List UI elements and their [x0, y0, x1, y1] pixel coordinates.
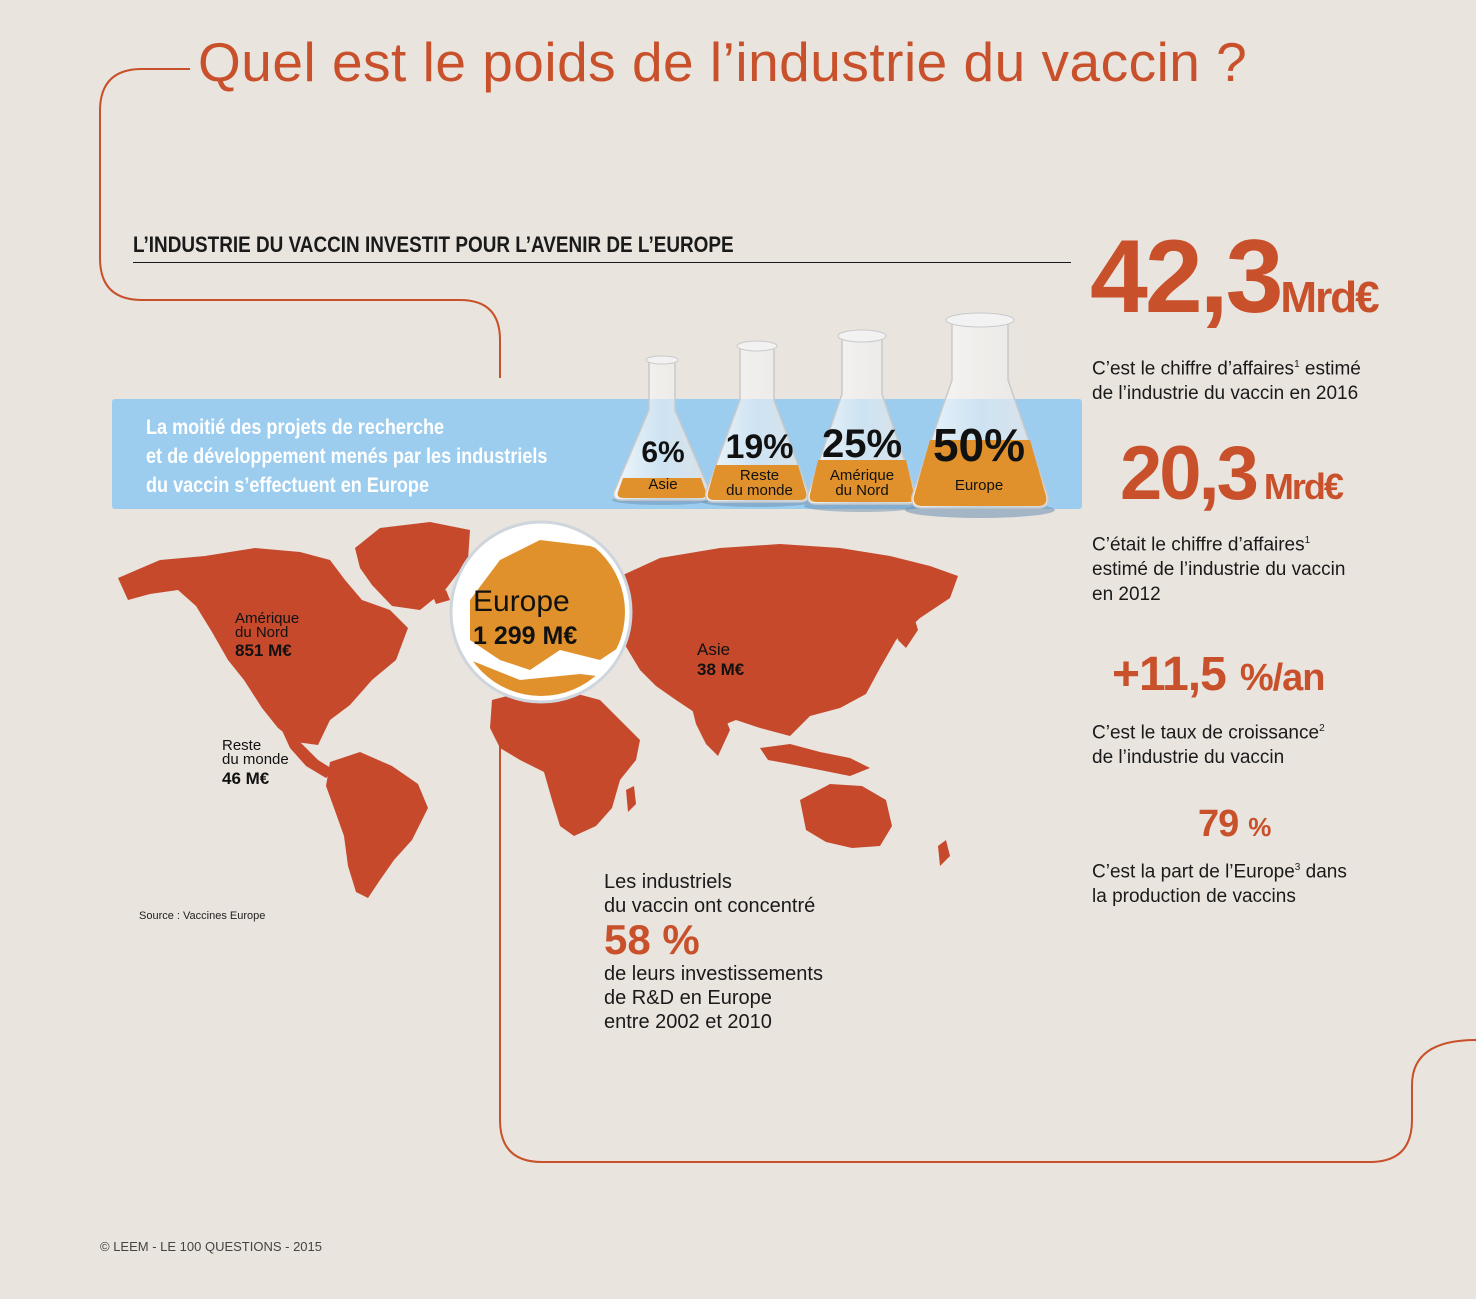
flask-europe [905, 312, 1055, 518]
banner-line: et de développement menés par les indust… [146, 445, 548, 468]
section-divider [133, 262, 1071, 263]
stat-europe-share-value: 79 [1198, 803, 1239, 845]
greenland-shape [355, 522, 470, 610]
stat-text-line: dans [1300, 861, 1347, 883]
flask-pct-rest: 19% [725, 428, 794, 466]
north-america-shape [118, 548, 408, 745]
page-title: Quel est le poids de l’industrie du vacc… [198, 31, 1248, 93]
india-shape [690, 700, 730, 756]
copyright: © LEEM - LE 100 QUESTIONS - 2015 [100, 1239, 322, 1254]
sea-islands-shape [760, 744, 870, 776]
investment-line: Les industriels [604, 871, 732, 893]
stat-text-line: en 2012 [1092, 584, 1161, 606]
asia-value: 38 M€ [697, 660, 745, 679]
stat-text-line: C’est le chiffre d’affaires [1092, 358, 1295, 380]
stat-growth-text: C’est le taux de croissance2 de l’indust… [1092, 716, 1325, 770]
rest-of-world-label: Reste [222, 737, 262, 754]
flask-rest-of-world [702, 340, 812, 507]
footnote-ref: 2 [1319, 723, 1325, 734]
stat-text-line: C’est le taux de croissance [1092, 722, 1320, 744]
section-title: L’INDUSTRIE DU VACCIN INVESTIT POUR L’AV… [133, 232, 734, 257]
flask-label-europe: Europe [954, 477, 1004, 494]
stat-text-line: de l’industrie du vaccin [1092, 747, 1285, 769]
north-america-label: du Nord [235, 624, 289, 641]
stat-2016-value: 42,3 [1090, 219, 1283, 335]
flask-label-asia: Asie [648, 476, 678, 493]
asia-shape [612, 544, 958, 736]
stat-2016-number: 42,3Mrd€ [1090, 219, 1380, 353]
south-america-shape [326, 752, 428, 898]
stat-europe-share-number: 79% [1198, 802, 1271, 849]
europe-value: 1 299 M€ [473, 622, 578, 650]
africa-shape [490, 690, 640, 836]
stat-growth-value: +11,5 [1112, 648, 1227, 701]
japan-shape [898, 610, 918, 648]
flask-label-na: Amérique [829, 467, 895, 484]
stat-text-line: estimé [1299, 358, 1361, 380]
flask-pct-asia: 6% [641, 436, 685, 469]
stat-2012-number: 20,3 Mrd€ [1120, 431, 1344, 527]
flask-label-na: du Nord [835, 482, 889, 499]
flask-pct-na: 25% [821, 422, 903, 466]
stat-europe-share-unit: % [1248, 812, 1271, 842]
banner-line: La moitié des projets de recherche [146, 416, 445, 439]
north-america-value: 851 M€ [235, 641, 292, 660]
investment-line: de R&D en Europe [604, 987, 772, 1009]
madagascar-shape [626, 786, 636, 812]
rest-of-world-label: du monde [222, 751, 289, 768]
investment-line: de leurs investissements [604, 963, 823, 985]
source-note: Source : Vaccines Europe [139, 910, 266, 922]
north-america-label: Amérique [235, 610, 300, 627]
investment-percent: 58 % [604, 916, 700, 963]
stat-2012-unit: Mrd€ [1263, 466, 1344, 507]
central-america-shape [280, 726, 334, 778]
stat-growth-number: +11,5 %/an [1112, 648, 1326, 705]
banner-text: La moitié des projets de recherche et de… [146, 413, 550, 500]
footnote-ref: 1 [1304, 535, 1311, 546]
flask-pct-europe: 50% [932, 419, 1026, 471]
stat-2012-value: 20,3 [1120, 431, 1259, 516]
stat-text-line: estimé de l’industrie du vaccin [1092, 559, 1346, 581]
footnote-ref: 3 [1294, 862, 1301, 873]
stat-text-line: la production de vaccins [1092, 886, 1296, 908]
investment-line: du vaccin ont concentré [604, 895, 816, 917]
banner-line: du vaccin s’effectuent en Europe [146, 474, 430, 497]
footnote-ref: 1 [1294, 359, 1300, 370]
flask-label-rest: du monde [726, 482, 793, 499]
stat-text-line: C’était le chiffre d’affaires [1092, 534, 1305, 556]
rest-of-world-value: 46 M€ [222, 769, 270, 788]
stat-2016-text: C’est le chiffre d’affaires1 estimé de l… [1092, 352, 1361, 406]
stat-text-line: de l’industrie du vaccin en 2016 [1092, 383, 1359, 405]
asia-label: Asie [697, 640, 731, 659]
flask-label-rest: Reste [739, 467, 780, 484]
new-zealand-shape [938, 840, 950, 866]
flask-north-america [804, 329, 920, 512]
australia-shape [800, 784, 892, 848]
stat-growth-unit: %/an [1239, 657, 1326, 699]
europe-label: Europe [473, 585, 570, 618]
investment-line: entre 2002 et 2010 [604, 1011, 772, 1033]
stat-2012-text: C’était le chiffre d’affaires1 estimé de… [1092, 528, 1345, 607]
iceland-shape [432, 590, 450, 604]
stat-text-line: C’est la part de l’Europe [1092, 861, 1295, 883]
flask-asia [612, 355, 712, 505]
stat-2016-unit: Mrd€ [1280, 273, 1379, 322]
stat-europe-share-text: C’est la part de l’Europe3 dans la produ… [1092, 855, 1347, 909]
